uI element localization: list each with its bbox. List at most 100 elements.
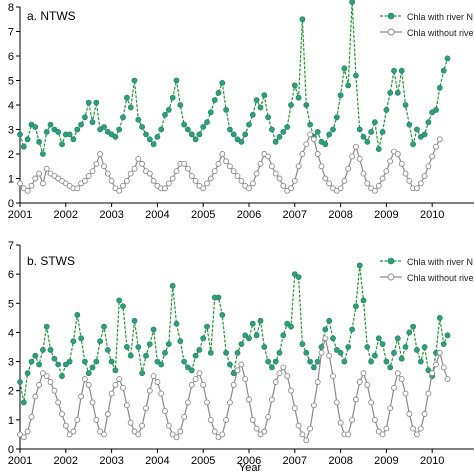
data-point-with-river <box>352 72 359 79</box>
data-point-with-river <box>299 16 306 23</box>
data-point-without-river <box>146 387 153 394</box>
data-point-without-river <box>143 405 149 412</box>
data-point-with-river <box>143 352 149 359</box>
data-point-without-river <box>356 155 363 162</box>
data-point-without-river <box>215 434 222 441</box>
data-point-without-river <box>413 185 420 192</box>
data-point-without-river <box>341 177 348 184</box>
data-point-without-river <box>303 437 310 444</box>
data-point-without-river <box>436 349 443 356</box>
data-point-with-river <box>406 329 413 336</box>
data-point-without-river <box>242 376 249 383</box>
x-tick-label: 2009 <box>374 455 398 467</box>
data-point-with-river <box>291 271 298 277</box>
data-point-without-river <box>204 399 210 406</box>
data-point-without-river <box>433 143 439 150</box>
data-point-with-river <box>402 344 409 350</box>
data-point-without-river <box>169 175 176 182</box>
data-point-with-river <box>55 128 62 135</box>
data-point-with-river <box>165 341 172 347</box>
data-point-without-river <box>383 168 390 175</box>
data-point-without-river <box>28 182 35 189</box>
y-tick-label: 2 <box>8 149 14 161</box>
data-point-without-river <box>43 165 50 172</box>
data-point-with-river <box>112 367 119 374</box>
data-point-without-river <box>59 411 65 417</box>
data-point-without-river <box>135 155 142 162</box>
data-point-without-river <box>36 381 43 388</box>
data-point-without-river <box>55 399 62 406</box>
data-point-without-river <box>181 160 188 167</box>
data-point-with-river <box>20 399 27 406</box>
data-point-without-river <box>436 136 443 143</box>
data-point-without-river <box>310 136 317 143</box>
data-point-with-river <box>352 303 359 310</box>
y-tick-label: 6 <box>8 51 14 63</box>
x-tick-label: 2006 <box>237 455 261 467</box>
data-point-without-river <box>162 185 168 192</box>
x-tick-label: 2001 <box>8 209 32 221</box>
data-point-without-river <box>104 170 111 177</box>
data-point-with-river <box>51 355 58 362</box>
data-point-without-river <box>299 151 306 157</box>
data-point-without-river <box>284 373 291 380</box>
data-point-without-river <box>295 422 302 429</box>
data-point-with-river <box>24 370 31 377</box>
data-point-without-river <box>89 399 96 406</box>
data-point-with-river <box>387 89 394 96</box>
data-point-without-river <box>429 153 436 160</box>
data-point-without-river <box>223 158 230 165</box>
data-point-with-river <box>257 317 264 324</box>
data-point-with-river <box>394 335 401 342</box>
data-point-without-river <box>165 180 172 187</box>
data-point-with-river <box>421 131 428 138</box>
data-point-without-river <box>272 379 279 385</box>
data-point-without-river <box>219 431 226 438</box>
data-point-without-river <box>146 170 153 177</box>
data-point-with-river <box>143 131 149 138</box>
data-point-with-river <box>177 102 184 108</box>
legend-label: Chla with river N <box>407 12 473 22</box>
data-point-with-river <box>32 124 39 130</box>
data-point-with-river <box>307 358 313 365</box>
data-point-with-river <box>36 138 42 145</box>
data-point-with-river <box>261 92 268 99</box>
x-tick-label: 2003 <box>99 209 123 221</box>
data-point-without-river <box>223 416 230 423</box>
data-point-without-river <box>429 370 436 377</box>
data-point-without-river <box>352 396 359 403</box>
y-tick-label: 2 <box>8 386 14 398</box>
x-tick-label: 2004 <box>145 455 169 467</box>
data-point-with-river <box>169 94 176 101</box>
data-point-with-river <box>265 114 271 121</box>
data-point-with-river <box>47 121 54 128</box>
data-point-with-river <box>276 349 283 356</box>
data-point-without-river <box>188 173 195 180</box>
panel-title: b. STWS <box>27 254 75 268</box>
x-tick-label: 2004 <box>145 209 169 221</box>
data-point-with-river <box>104 346 111 353</box>
data-point-with-river <box>406 121 413 128</box>
data-point-with-river <box>200 335 207 342</box>
data-point-with-river <box>165 107 172 113</box>
data-point-without-river <box>108 390 115 397</box>
data-point-with-river <box>326 317 333 324</box>
data-point-without-river <box>318 349 325 356</box>
data-point-without-river <box>288 387 294 394</box>
data-point-with-river <box>284 320 291 327</box>
y-tick-label: 1 <box>8 174 14 186</box>
data-point-without-river <box>188 381 195 388</box>
legend-label: Chla without river N <box>407 28 474 38</box>
y-tick-label: 5 <box>8 298 14 310</box>
data-point-without-river <box>200 381 207 388</box>
data-point-with-river <box>425 367 432 374</box>
data-point-with-river <box>131 77 138 84</box>
data-point-with-river <box>181 358 187 365</box>
x-tick-label: 2008 <box>328 209 352 221</box>
data-point-without-river <box>249 416 256 423</box>
data-point-without-river <box>440 364 447 371</box>
data-point-without-river <box>78 393 85 400</box>
data-point-without-river <box>406 411 413 417</box>
data-point-with-river <box>391 67 397 74</box>
data-point-with-river <box>417 358 424 365</box>
